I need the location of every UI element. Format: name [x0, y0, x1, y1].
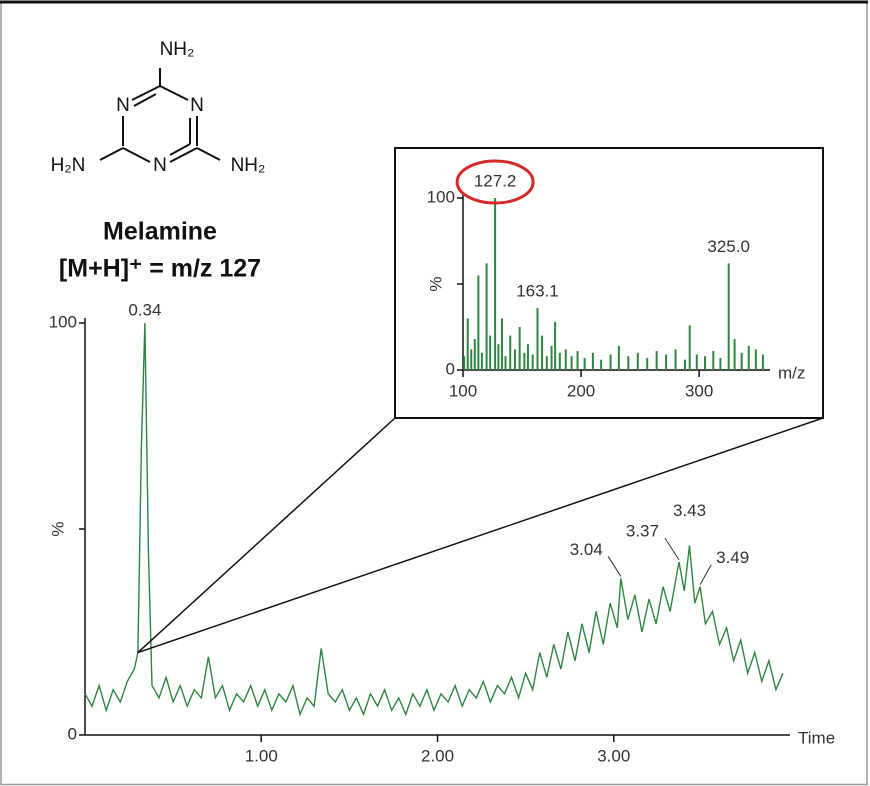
- peak-label: 3.49: [716, 548, 749, 567]
- peak-label: 3.37: [626, 521, 659, 540]
- peak-leader: [664, 537, 680, 561]
- structure: [99, 68, 221, 163]
- peak-leader: [699, 564, 712, 585]
- peak-label: 0.34: [128, 300, 161, 319]
- structure-label: N: [190, 95, 204, 116]
- highlight-circle: [455, 159, 535, 205]
- x-tick-label: 200: [567, 381, 595, 400]
- x-tick-label: 2.00: [421, 746, 454, 765]
- compound-name: Melamine: [103, 218, 217, 246]
- x-axis-label: m/z: [778, 363, 805, 382]
- peak-label: 3.04: [570, 540, 603, 559]
- structure-label: N: [153, 155, 167, 176]
- peak-leader: [607, 556, 622, 577]
- zoom-line: [137, 417, 396, 654]
- x-tick-label: 1.00: [245, 746, 278, 765]
- zoom-line: [137, 417, 824, 654]
- y-axis-label: %: [48, 521, 67, 536]
- y-tick-label: 100: [49, 312, 77, 331]
- ion-label: [M+H]⁺ = m/z 127: [59, 255, 261, 283]
- peak-label: 325.0: [707, 237, 750, 256]
- peak-label: 163.1: [516, 282, 559, 301]
- structure-label: N: [116, 95, 130, 116]
- x-tick-label: 3.00: [597, 746, 630, 765]
- inset-box: [394, 147, 824, 419]
- structure-label: H₂N: [51, 155, 86, 176]
- structure-label: NH₂: [231, 155, 266, 176]
- x-tick-label: 100: [449, 381, 477, 400]
- trace: [84, 322, 784, 717]
- y-axis-label: %: [426, 276, 445, 291]
- structure-label: NH₂: [160, 39, 195, 60]
- y-tick-label: 100: [427, 187, 455, 206]
- peak-label: 127.2: [474, 171, 517, 190]
- y-tick-label: 0: [68, 724, 77, 743]
- x-tick-label: 300: [685, 381, 713, 400]
- x-axis-label: Time: [798, 728, 835, 747]
- y-tick-label: 0: [446, 359, 455, 378]
- peak-label: 3.43: [673, 501, 706, 520]
